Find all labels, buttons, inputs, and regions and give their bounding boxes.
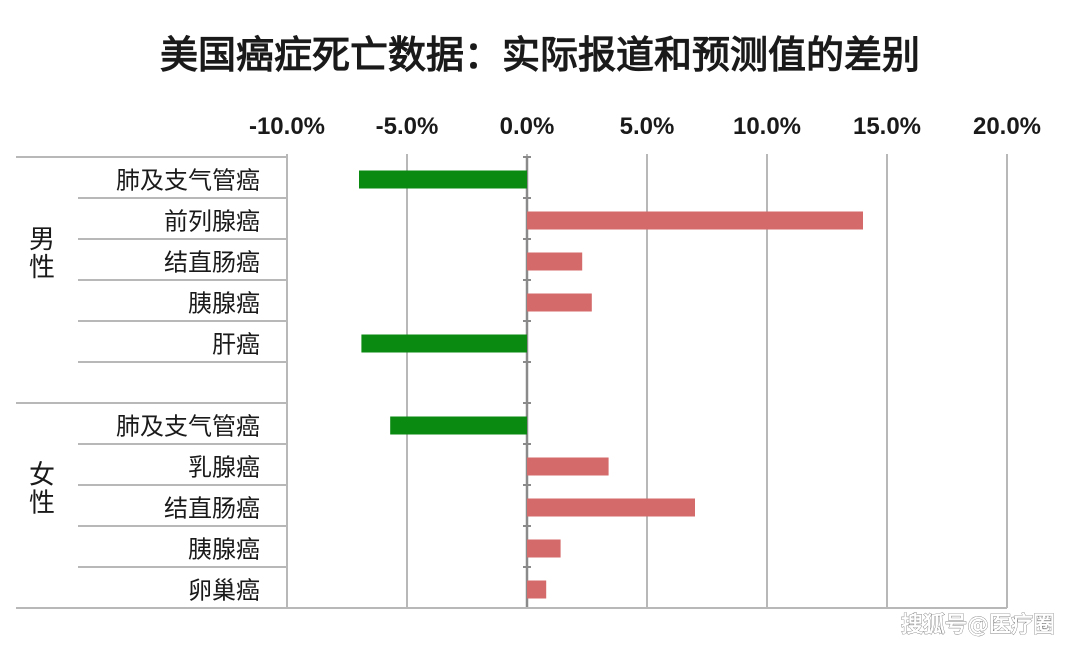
x-tick-label: -10.0%	[249, 113, 325, 140]
category-label: 卵巢癌	[188, 577, 260, 605]
bar	[527, 252, 583, 271]
x-tick-label: 10.0%	[733, 113, 801, 140]
bar	[361, 334, 527, 353]
bar	[527, 580, 547, 599]
category-label: 肝癌	[212, 331, 260, 359]
category-label: 肺及支气管癌	[116, 413, 260, 441]
bar	[527, 211, 863, 230]
x-tick-label: 5.0%	[620, 113, 675, 140]
watermark: 搜狐号@医疗圈	[901, 612, 1055, 638]
bar	[359, 170, 527, 189]
chart-title: 美国癌症死亡数据：实际报道和预测值的差别	[160, 32, 920, 77]
bar	[527, 457, 609, 476]
bar	[390, 416, 527, 435]
category-label: 前列腺癌	[164, 208, 260, 236]
category-label: 胰腺癌	[188, 536, 260, 564]
bar	[527, 293, 592, 312]
x-tick-label: 15.0%	[853, 113, 921, 140]
category-label: 结直肠癌	[164, 495, 260, 523]
group-label: 女性	[29, 461, 55, 519]
x-tick-label: 20.0%	[973, 113, 1041, 140]
category-label: 胰腺癌	[188, 290, 260, 318]
group-label: 男性	[29, 225, 55, 283]
category-label: 肺及支气管癌	[116, 167, 260, 195]
category-label: 乳腺癌	[188, 454, 260, 482]
grid	[16, 154, 1008, 609]
bar	[527, 498, 695, 517]
bars	[359, 170, 863, 599]
category-label: 结直肠癌	[164, 249, 260, 277]
bar	[527, 539, 561, 558]
x-tick-label: 0.0%	[500, 113, 555, 140]
x-tick-label: -5.0%	[376, 113, 439, 140]
x-tick-labels: -10.0% -5.0% 0.0% 5.0% 10.0% 15.0% 20.0%	[249, 113, 1041, 140]
